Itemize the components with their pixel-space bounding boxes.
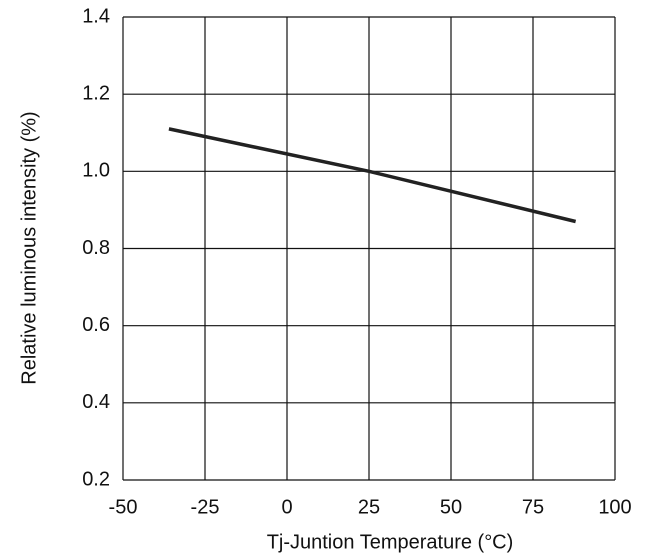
x-tick-label: 0 bbox=[281, 496, 292, 518]
x-axis-label: Tj-Juntion Temperature (°C) bbox=[267, 531, 514, 553]
x-tick-label: 50 bbox=[440, 496, 462, 518]
y-tick-label: 0.2 bbox=[82, 468, 110, 490]
x-tick-label: -25 bbox=[191, 496, 220, 518]
y-tick-label: 0.4 bbox=[82, 391, 110, 413]
x-tick-label: 75 bbox=[522, 496, 544, 518]
y-tick-label: 1.4 bbox=[82, 5, 110, 27]
x-tick-label: 25 bbox=[358, 496, 380, 518]
y-tick-label: 1.0 bbox=[82, 160, 110, 182]
x-tick-label: 100 bbox=[598, 496, 631, 518]
y-tick-label: 1.2 bbox=[82, 82, 110, 104]
x-tick-label: -50 bbox=[109, 496, 138, 518]
y-tick-label: 0.8 bbox=[82, 237, 110, 259]
y-axis-label: Relative luminous intensity (%) bbox=[18, 111, 40, 384]
data-line bbox=[168, 127, 577, 224]
y-tick-label: 0.6 bbox=[82, 314, 110, 336]
